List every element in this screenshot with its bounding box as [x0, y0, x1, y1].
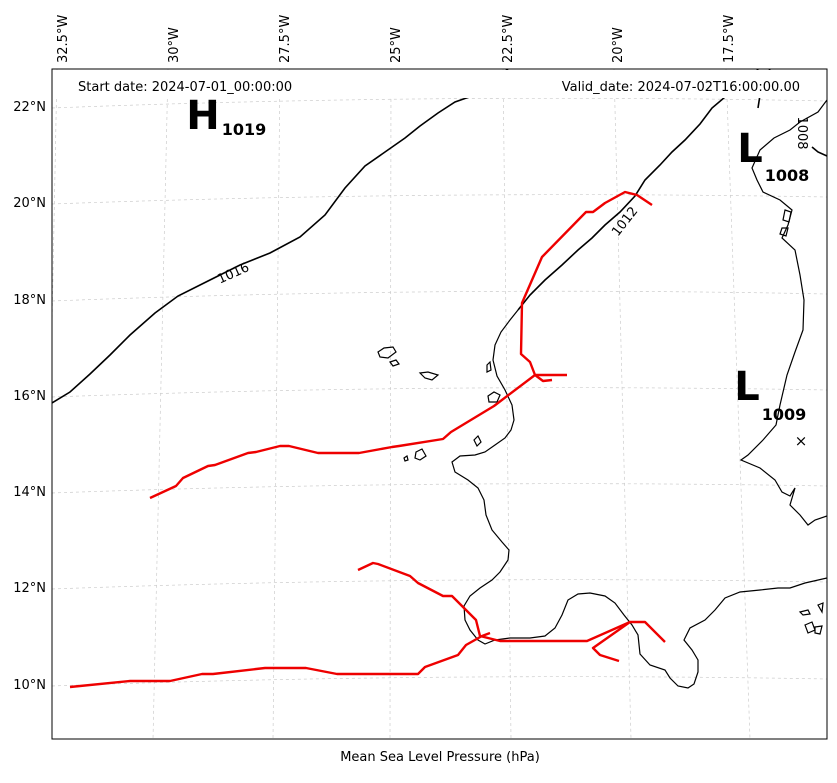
longitude-tick-label: 30°W — [167, 27, 182, 63]
longitude-tick-label: 32.5°W — [56, 15, 71, 63]
map-gridlines — [52, 69, 827, 739]
storm-track-middle — [357, 561, 666, 643]
storm-track-south-branch — [591, 621, 631, 663]
contour-label: 1012 — [609, 204, 641, 239]
longitude-tick-label: 17.5°W — [722, 15, 737, 63]
longitude-tick-label: 20°W — [611, 27, 626, 63]
latitude-tick-label: 16°N — [13, 389, 46, 404]
gridline-lon-32.5 — [52, 69, 58, 345]
coastline-cape-verde-8 — [403, 455, 409, 462]
coastline — [377, 99, 827, 689]
longitude-tick-label: 22.5°W — [501, 15, 516, 63]
storm-track-south — [69, 631, 491, 689]
coastline-coastal-islands — [779, 209, 792, 237]
map-border — [51, 68, 828, 740]
coastline-cape-verde-4 — [486, 360, 492, 373]
contour-label: 1008 — [794, 116, 809, 149]
longitude-tick-labels: 32.5°W 30°W 27.5°W 25°W 22.5°W 20°W 17.5… — [56, 15, 737, 63]
latitude-tick-label: 18°N — [13, 293, 46, 308]
contour-labels: 1016 1012 1008 — [215, 116, 809, 287]
gridline-lat-18 — [52, 290, 827, 302]
gridline-lat-16 — [52, 387, 827, 398]
low-pressure-letter: L — [737, 126, 763, 172]
gridline-lat-10 — [52, 676, 827, 687]
low-pressure-letter: L — [734, 364, 760, 410]
gridline-lon-17.5 — [725, 69, 751, 739]
latitude-tick-label: 14°N — [13, 485, 46, 500]
storm-track-north-branch — [519, 190, 653, 383]
low-pressure-value: 1008 — [765, 166, 810, 185]
gridline-lat-12 — [52, 579, 827, 590]
coastline-bijagos — [798, 602, 824, 635]
high-pressure-value: 1019 — [222, 120, 267, 139]
gridline-lat-14 — [52, 483, 827, 494]
latitude-tick-labels: 22°N 20°N 18°N 16°N 14°N 12°N 10°N — [13, 100, 46, 693]
coastline-cape-verde-3 — [418, 371, 440, 381]
gridline-lon-22.5 — [502, 69, 512, 739]
low-pressure-value: 1009 — [762, 405, 807, 424]
storm-tracks — [69, 190, 666, 689]
gridline-lon-20 — [613, 69, 632, 739]
gridline-lat-22 — [52, 97, 827, 109]
longitude-tick-label: 25°W — [389, 27, 404, 63]
isobar-1016 — [52, 95, 473, 404]
header-band — [53, 70, 826, 98]
pressure-systems: H 1019 L 1008 L 1009 — [186, 93, 810, 424]
coastline-cape-verde-7 — [414, 448, 427, 461]
coastline-cape-verde-6 — [473, 434, 482, 448]
map-footer-label: Mean Sea Level Pressure (hPa) — [340, 750, 540, 765]
gridline-lat-20 — [52, 194, 827, 205]
latitude-tick-label: 20°N — [13, 196, 46, 211]
gridline-lon-25 — [389, 69, 392, 739]
contour-label: 1016 — [215, 260, 251, 287]
coastline-cape-verde-2 — [389, 359, 400, 367]
gridline-lon-30 — [152, 69, 169, 739]
storm-center-marker: × — [795, 432, 808, 450]
coastline-cape-verde-5 — [487, 391, 501, 403]
latitude-tick-label: 12°N — [13, 581, 46, 596]
latitude-tick-label: 22°N — [13, 100, 46, 115]
valid-date-label: Valid_date: 2024-07-02T16:00:00.00 — [562, 80, 800, 95]
longitude-tick-label: 27.5°W — [278, 15, 293, 63]
high-pressure-letter: H — [186, 93, 219, 139]
coastline-cape-verde-1 — [377, 346, 397, 359]
storm-track-north — [149, 373, 567, 500]
start-date-label: Start date: 2024-07-01_00:00:00 — [78, 80, 292, 95]
isobars — [52, 69, 827, 404]
isobar-1012 — [517, 69, 759, 311]
latitude-tick-label: 10°N — [13, 678, 46, 693]
gridline-lon-27.5 — [272, 69, 281, 739]
